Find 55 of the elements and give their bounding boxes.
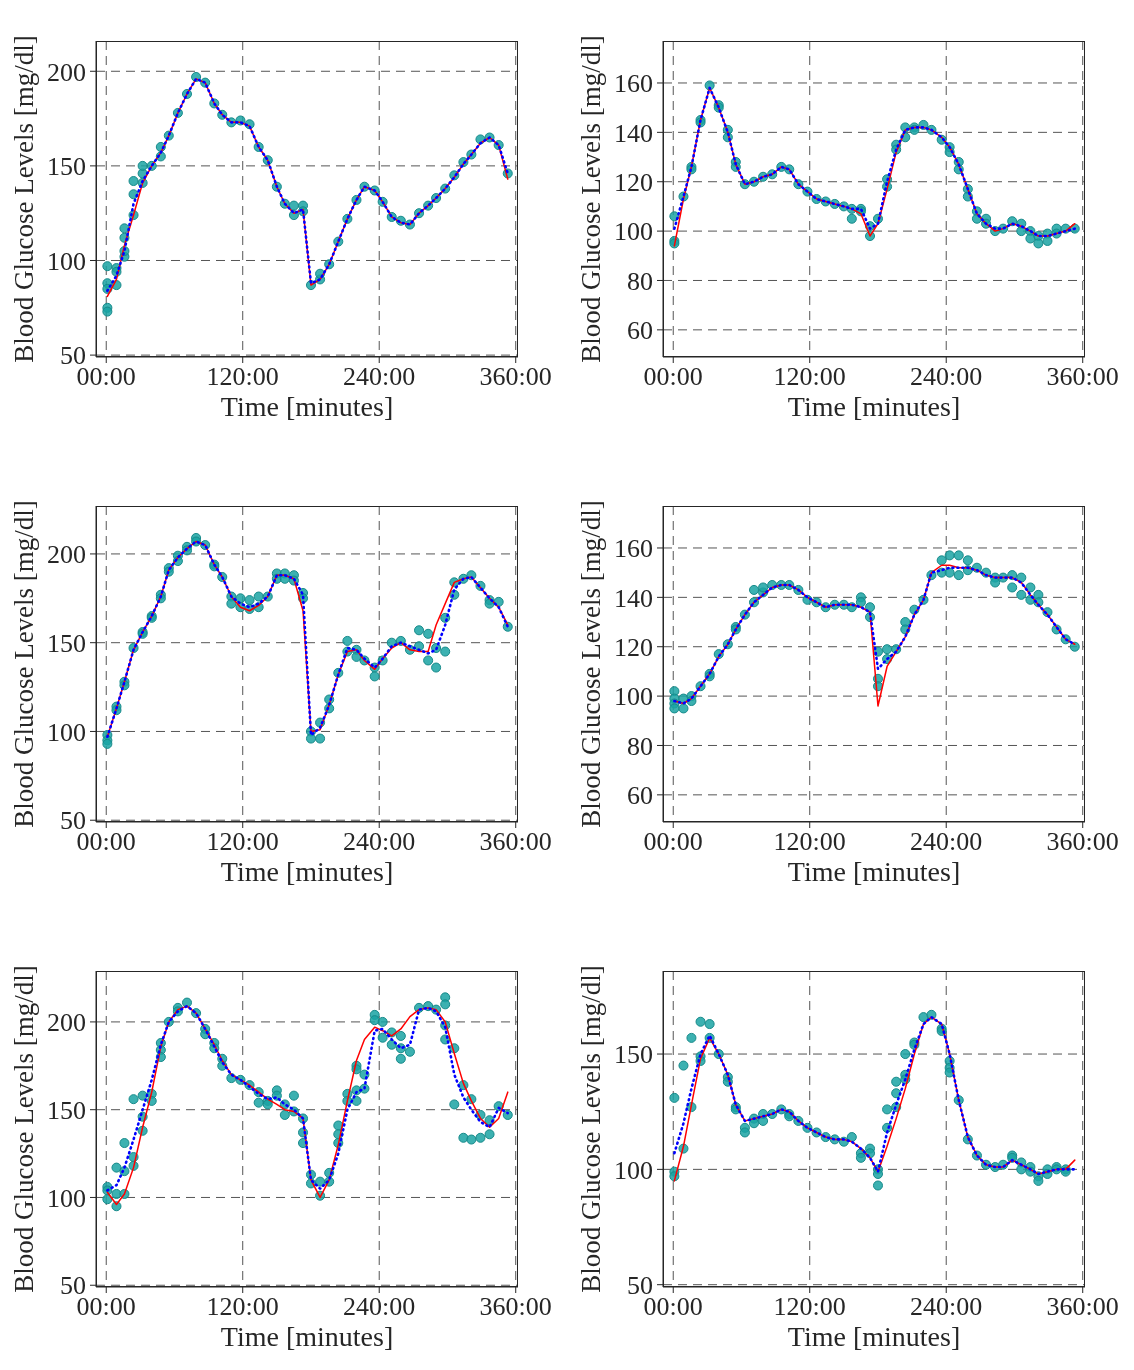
y-axis-title: Blood Glucose Levels [mg/dl] (8, 500, 40, 828)
y-axis-title: Blood Glucose Levels [mg/dl] (575, 965, 607, 1293)
x-axis-title: Time [minutes] (220, 1321, 394, 1353)
x-tick-label: 120:00 (206, 1292, 279, 1322)
y-tick-label: 200 (47, 1008, 86, 1038)
x-tick-label: 240:00 (910, 362, 983, 392)
y-tick-label: 150 (47, 628, 86, 658)
y-axis-title: Blood Glucose Levels [mg/dl] (575, 35, 607, 363)
y-tick-label: 100 (614, 217, 653, 247)
x-tick-label: 360:00 (1046, 1292, 1119, 1322)
y-tick-label: 60 (627, 316, 653, 346)
x-axis-title: Time [minutes] (220, 391, 394, 423)
y-tick-label: 100 (47, 717, 86, 747)
y-tick-label: 120 (614, 167, 653, 197)
x-tick-label: 240:00 (343, 362, 416, 392)
y-tick-label: 140 (614, 118, 653, 148)
x-tick-label: 120:00 (773, 1292, 846, 1322)
x-tick-label: 00:00 (643, 362, 703, 392)
y-tick-label: 150 (614, 1040, 653, 1070)
x-axis-title: Time [minutes] (220, 856, 394, 888)
y-tick-label: 150 (47, 1095, 86, 1125)
x-tick-label: 240:00 (343, 827, 416, 857)
x-tick-label: 360:00 (479, 362, 552, 392)
x-tick-label: 240:00 (910, 827, 983, 857)
y-tick-label: 160 (614, 534, 653, 564)
y-tick-label: 100 (47, 246, 86, 276)
x-tick-label: 00:00 (643, 827, 703, 857)
x-tick-label: 360:00 (1046, 827, 1119, 857)
y-tick-label: 100 (47, 1183, 86, 1213)
x-tick-label: 120:00 (773, 362, 846, 392)
y-axis-title: Blood Glucose Levels [mg/dl] (8, 965, 40, 1293)
y-tick-label: 140 (614, 583, 653, 613)
y-tick-label: 80 (627, 266, 653, 296)
x-axis-title: Time [minutes] (787, 856, 961, 888)
x-tick-label: 240:00 (343, 1292, 416, 1322)
y-tick-label: 200 (47, 57, 86, 87)
x-axis-title: Time [minutes] (787, 391, 961, 423)
y-tick-label: 160 (614, 69, 653, 99)
x-tick-label: 120:00 (206, 827, 279, 857)
x-tick-label: 360:00 (479, 1292, 552, 1322)
y-tick-label: 80 (627, 731, 653, 761)
x-tick-label: 120:00 (206, 362, 279, 392)
y-axis-title: Blood Glucose Levels [mg/dl] (8, 35, 40, 363)
x-tick-label: 240:00 (910, 1292, 983, 1322)
y-tick-label: 200 (47, 540, 86, 570)
x-tick-label: 360:00 (479, 827, 552, 857)
y-tick-label: 100 (614, 682, 653, 712)
x-tick-label: 120:00 (773, 827, 846, 857)
y-tick-label: 100 (614, 1155, 653, 1185)
y-tick-label: 150 (47, 152, 86, 182)
y-axis-title: Blood Glucose Levels [mg/dl] (575, 500, 607, 828)
y-tick-label: 120 (614, 632, 653, 662)
x-tick-label: 360:00 (1046, 362, 1119, 392)
x-axis-title: Time [minutes] (787, 1321, 961, 1353)
y-tick-label: 60 (627, 781, 653, 811)
